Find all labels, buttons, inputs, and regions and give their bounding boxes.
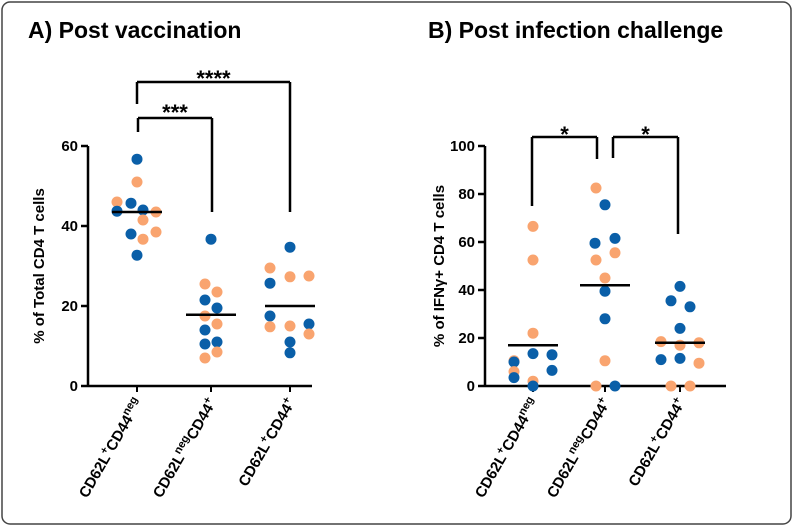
data-point (599, 199, 611, 211)
data-point (264, 310, 276, 322)
data-point (599, 272, 611, 284)
data-point (284, 320, 296, 332)
data-point (199, 352, 211, 364)
data-point (599, 285, 611, 297)
data-point (199, 294, 211, 306)
data-point (674, 339, 686, 351)
data-point (131, 153, 143, 165)
data-point (264, 321, 276, 333)
data-point (655, 354, 667, 366)
panel-a-y-axis-label: % of Total CD4 T cells (31, 188, 48, 344)
data-point (303, 270, 315, 282)
x-category-label: CD62L+​CD44+​ (234, 395, 300, 490)
data-point (546, 349, 558, 361)
panel-b-post-infection: B) Post infection challenge % of IFNγ+ C… (428, 17, 726, 501)
data-point (599, 313, 611, 325)
data-point (284, 336, 296, 348)
data-point (284, 347, 296, 359)
significance-stars: * (641, 122, 650, 147)
data-point (546, 364, 558, 376)
data-point (674, 352, 686, 364)
data-point (199, 278, 211, 290)
data-point (527, 348, 539, 360)
data-point (590, 380, 602, 392)
data-point (137, 214, 149, 226)
data-point (125, 228, 137, 240)
data-point (137, 204, 149, 216)
data-point (199, 324, 211, 336)
y-tick-label: 0 (70, 378, 78, 395)
data-point (137, 233, 149, 245)
data-point (199, 338, 211, 350)
data-point (665, 380, 677, 392)
data-point (284, 271, 296, 283)
data-point (684, 380, 696, 392)
data-point (211, 336, 223, 348)
data-point (211, 286, 223, 298)
significance-stars: **** (196, 66, 231, 91)
y-tick-label: 80 (458, 186, 475, 203)
panel-a-post-vaccination: A) Post vaccination % of Total CD4 T cel… (28, 17, 315, 501)
data-point (609, 247, 621, 259)
data-point (205, 233, 217, 245)
y-tick-label: 60 (458, 234, 475, 251)
data-point (665, 295, 677, 307)
data-point (211, 346, 223, 358)
x-category-label: CD62L+​CD44neg​ (74, 395, 146, 501)
data-point (303, 318, 315, 330)
data-point (211, 318, 223, 330)
data-point (527, 220, 539, 232)
y-tick-label: 20 (61, 298, 78, 315)
y-tick-label: 0 (467, 378, 475, 395)
data-point (693, 357, 705, 369)
data-point (264, 277, 276, 289)
data-point (131, 176, 143, 188)
data-point (284, 241, 296, 253)
data-point (527, 380, 539, 392)
data-point (211, 302, 223, 314)
data-point (131, 249, 143, 261)
significance-stars: *** (162, 100, 188, 125)
data-point (599, 355, 611, 367)
data-point (589, 237, 601, 249)
data-point (125, 197, 137, 209)
y-tick-label: 60 (61, 138, 78, 155)
data-point (508, 372, 520, 384)
data-point (674, 322, 686, 334)
data-point (111, 196, 123, 208)
data-point (303, 328, 315, 340)
x-category-label: CD62L+​CD44neg​ (470, 395, 542, 501)
data-point (609, 380, 621, 392)
x-category-label: CD62Lneg​CD44+​ (542, 395, 614, 501)
data-point (264, 262, 276, 274)
y-tick-label: 40 (458, 282, 475, 299)
panel-b-title: B) Post infection challenge (428, 17, 723, 43)
x-category-label: CD62L+​CD44+​ (624, 395, 690, 490)
panel-a-title: A) Post vaccination (28, 17, 241, 43)
data-point (609, 232, 621, 244)
data-point (684, 301, 696, 313)
x-category-label: CD62Lneg​CD44+​ (148, 395, 220, 501)
data-point (590, 182, 602, 194)
data-point (590, 254, 602, 266)
significance-stars: * (560, 122, 569, 147)
y-tick-label: 40 (61, 218, 78, 235)
data-point (527, 254, 539, 266)
y-tick-label: 20 (458, 330, 475, 347)
data-point (150, 226, 162, 238)
data-point (508, 356, 520, 368)
y-tick-label: 100 (450, 138, 475, 155)
data-point (527, 327, 539, 339)
data-point (674, 280, 686, 292)
panel-b-y-axis-label: % of IFNγ+ CD4 T cells (431, 185, 448, 347)
